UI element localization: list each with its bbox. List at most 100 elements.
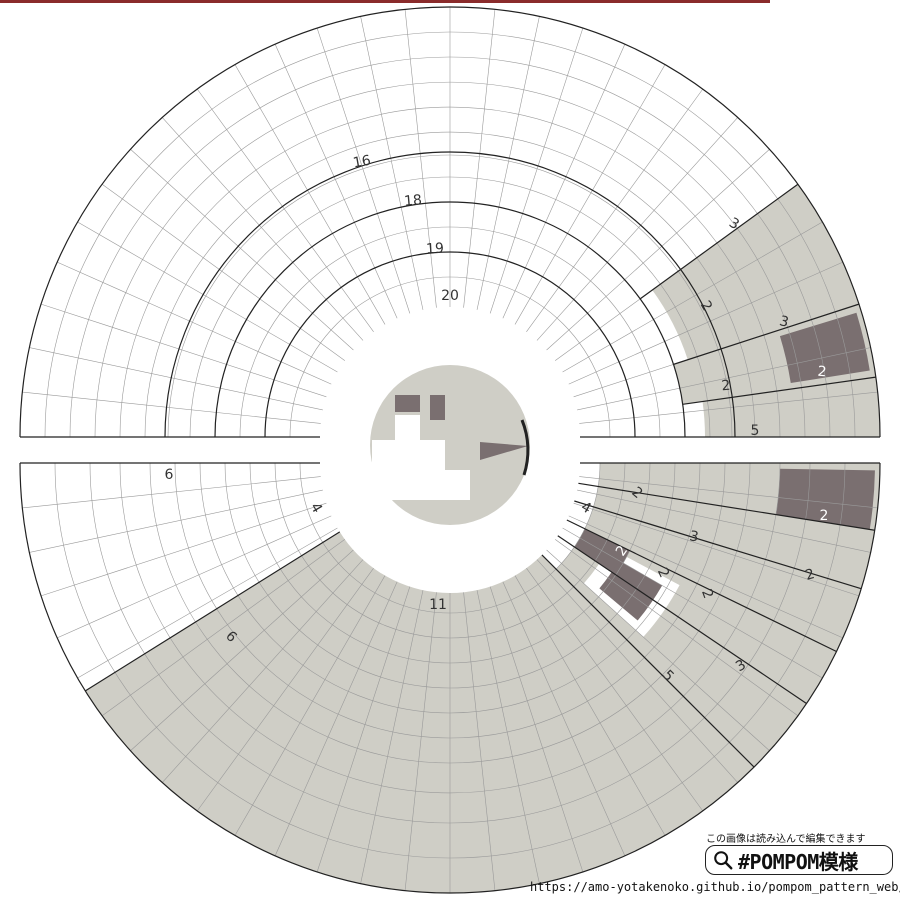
top-accent-bar <box>0 0 770 3</box>
bottom-grid-spoke <box>577 489 871 553</box>
top-grid-spoke <box>546 149 770 351</box>
bottom-segment-separator <box>557 535 807 704</box>
bottom-grid-spoke <box>536 559 738 783</box>
bottom-grid-spoke <box>29 489 323 553</box>
top-grid-spoke <box>22 391 321 424</box>
bottom-segment-separator <box>574 500 862 590</box>
top-grid-spoke <box>404 9 437 308</box>
segment-count-label: 6 <box>165 467 174 483</box>
segment-count-label: 20 <box>441 288 459 304</box>
bottom-grid-spoke <box>162 559 364 783</box>
segment-count-label: 11 <box>429 597 447 613</box>
top-grid-spoke <box>40 303 327 398</box>
top-grid-spoke <box>130 149 354 351</box>
bottom-grid-spoke <box>77 527 338 679</box>
hashtag-text: #POMPOM模様 <box>738 849 858 874</box>
bottom-region-light <box>85 531 755 893</box>
segment-count-label: 16 <box>352 153 372 172</box>
top-grid-spoke <box>577 347 871 411</box>
segment-count-label: 18 <box>403 192 422 209</box>
top-region-light <box>702 377 880 437</box>
top-grid-spoke <box>562 221 823 373</box>
segment-count-label: 2 <box>721 378 731 395</box>
bottom-region-dark <box>574 528 630 575</box>
top-segment-separator <box>682 376 876 405</box>
top-grid-spoke <box>579 391 878 424</box>
bottom-grid-spoke <box>568 515 843 639</box>
top-grid-spoke <box>274 44 398 319</box>
top-grid-spoke <box>162 117 364 341</box>
segment-count-label: 5 <box>751 423 760 439</box>
preview-rim <box>520 419 530 476</box>
source-url[interactable]: https://amo-yotakenoko.github.io/pompom_… <box>530 880 900 894</box>
top-grid-spoke <box>526 88 703 333</box>
bottom-grid-spoke <box>404 592 437 891</box>
bottom-grid-spoke <box>562 527 823 679</box>
bottom-grid-spoke <box>22 476 321 509</box>
bottom-segment-separator <box>578 482 875 531</box>
segment-count-label: 19 <box>426 241 445 258</box>
top-structure-ring <box>19 6 881 437</box>
bottom-region-dark <box>775 468 875 530</box>
top-segment-separator <box>639 183 799 300</box>
edit-hint-text: この画像は読み込んで編集できます <box>706 834 866 845</box>
top-structure-ring <box>214 201 686 437</box>
top-grid-spoke <box>489 27 584 314</box>
bottom-grid-spoke <box>514 575 666 836</box>
top-segment-separator <box>673 303 860 365</box>
top-grid-spoke <box>514 64 666 325</box>
bottom-grid-spoke <box>197 567 374 812</box>
top-structure-ring <box>164 151 736 437</box>
bottom-grid-spoke <box>526 567 703 812</box>
top-grid-spoke <box>29 347 323 411</box>
top-grid-spoke <box>101 184 346 361</box>
segment-count-label: 3 <box>688 528 700 545</box>
bottom-grid-spoke <box>40 502 327 597</box>
pompom-preview-ball <box>370 365 530 525</box>
bottom-grid-spoke <box>234 575 386 836</box>
top-grid-spoke <box>476 16 540 310</box>
hashtag-search-box[interactable]: #POMPOM模様 <box>705 845 893 875</box>
top-grid-spoke <box>77 221 338 373</box>
top-grid-spoke <box>568 261 843 385</box>
bottom-grid-spoke <box>274 581 398 856</box>
segment-count-label: 3 <box>778 313 791 331</box>
bottom-grid-spoke <box>489 586 584 873</box>
segment-count-label: 2 <box>804 566 817 584</box>
bottom-grid-spoke <box>573 502 860 597</box>
top-grid-spoke <box>536 117 738 341</box>
top-structure-ring <box>264 251 636 437</box>
bottom-grid-spoke <box>316 586 411 873</box>
bottom-region-light <box>556 463 880 768</box>
bottom-grid-spoke <box>463 592 496 891</box>
bottom-grid-spoke <box>130 549 354 751</box>
top-grid-spoke <box>463 9 496 308</box>
bottom-grid-spoke <box>57 515 332 639</box>
top-grid-spoke <box>360 16 424 310</box>
bottom-half-pattern <box>19 462 881 894</box>
bottom-grid-spoke <box>101 539 346 716</box>
bottom-segment-separator <box>85 531 341 692</box>
bottom-outer-ring <box>19 463 881 894</box>
preview-dark-patch <box>395 395 528 460</box>
bottom-segment-separator <box>541 554 755 768</box>
preview-white-patch <box>372 415 470 500</box>
bottom-segment-separator <box>566 519 837 653</box>
top-grid-spoke <box>316 27 411 314</box>
bottom-grid-spoke <box>502 581 626 856</box>
top-grid-spoke <box>234 64 386 325</box>
top-half-pattern <box>19 6 881 438</box>
top-grid-spoke <box>502 44 626 319</box>
bottom-grid-spoke <box>360 590 424 884</box>
search-icon <box>714 851 733 870</box>
top-region-light <box>652 184 859 360</box>
segment-count-label: 2 <box>817 364 827 381</box>
top-region-dark <box>779 312 870 384</box>
bottom-grid-spoke <box>476 590 540 884</box>
top-grid-spoke <box>57 261 332 385</box>
bottom-grid-spoke <box>546 549 770 751</box>
bottom-grid-spoke <box>554 539 799 716</box>
bottom-grid-spoke <box>579 476 878 509</box>
segment-count-label: 2 <box>820 508 829 524</box>
